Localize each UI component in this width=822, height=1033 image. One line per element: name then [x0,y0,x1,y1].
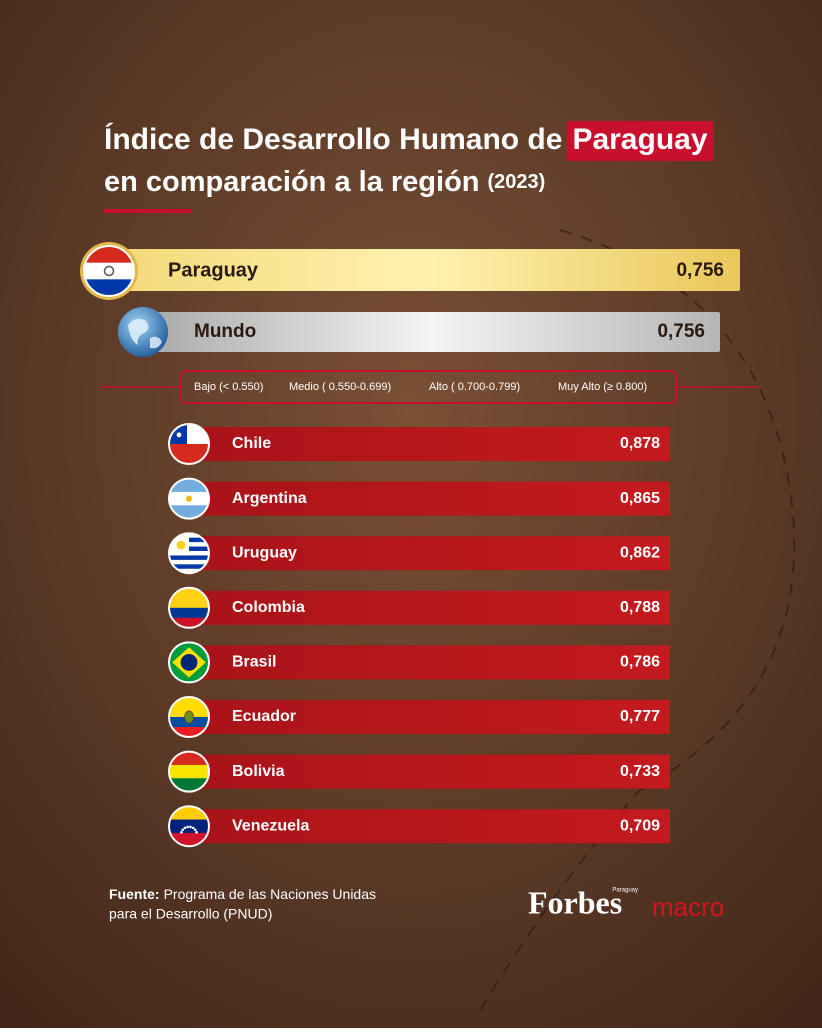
flag-border [168,750,210,793]
source-text: Programa de las Naciones Unidas [164,886,376,902]
flag [169,424,209,464]
flag-border [168,532,210,575]
flag-border [168,477,210,520]
row-value: 0,865 [620,490,660,507]
row-name: Colombia [232,599,305,616]
flag-stripe [169,617,209,628]
row-value: 0,862 [620,544,660,561]
row-value: 0,777 [620,708,660,725]
title-year: (2023) [488,171,546,193]
title-text: Índice de Desarrollo Humano de [104,122,562,156]
flag-star [183,826,187,830]
flag-border [168,696,210,738]
flag-emblem [103,265,115,277]
flag-stripe [169,587,209,609]
source: Fuente: Programa de las Naciones Unidas [109,886,376,902]
flag-star [176,432,182,438]
row-bar [185,590,670,625]
flag [169,642,209,683]
flag [169,587,209,628]
logo-macro: macro [652,892,724,922]
featured-name: Paraguay [168,259,259,281]
flag-stripe [169,564,209,570]
source-label: Fuente: [109,886,160,902]
highlight-box [566,121,714,161]
row-value: 0,733 [620,763,660,780]
logo-sub: Paraguay [612,888,638,894]
logo: Forbes [528,884,622,920]
flag-stripe [169,559,209,565]
row-name: Uruguay [232,544,297,561]
legend-item: Alto ( 0.700-0.799) [429,381,520,393]
title-underline [104,209,192,213]
row-bar [185,809,670,844]
flag-border [168,641,210,684]
row-bar [185,754,670,789]
globe-land [128,318,162,349]
flag-sun [186,495,192,502]
row-name: Bolivia [232,763,285,780]
row-name: Argentina [232,490,307,507]
row-name: Ecuador [232,708,296,725]
content: Índice de Desarrollo Humano de Paraguay en… [80,121,760,922]
title-highlight: Paraguay [572,123,707,156]
row-value: 0,878 [620,435,660,452]
flag-disc [180,654,198,671]
flag-star [193,828,197,832]
featured-bar [140,312,720,352]
title-text: en comparación a la región [104,166,480,198]
flag-stripe [169,607,209,619]
row-name: Chile [232,435,271,452]
row-bar [185,481,670,516]
row-name: Brasil [232,654,276,671]
row-value: 0,786 [620,654,660,671]
legend-item: Muy Alto (≥ 0.800) [558,381,647,393]
title-line: Índice de Desarrollo Humano de Paraguay [104,122,708,156]
flag-stripe [169,568,209,574]
flag-border [168,805,210,848]
flag-star [195,831,198,834]
flag-star [186,825,189,829]
flag-stripe [169,555,209,561]
flag-star [181,828,185,832]
row-name: Venezuela [232,817,309,834]
flag-star [180,831,183,834]
flag-star [191,826,195,830]
featured-bar [110,249,740,291]
row-value: 0,788 [620,599,660,616]
row-bar [185,536,670,571]
row-bar [185,427,670,461]
flag-border [83,245,135,297]
flag [169,697,209,737]
flag-stripe [169,764,209,779]
row-bar [185,700,670,734]
row-bar [185,645,670,680]
legend-box [180,370,677,404]
legend-item: Medio ( 0.550-0.699) [289,381,391,393]
flag-stripe [169,444,209,464]
featured-name: Mundo [194,321,256,342]
flag-stripe [169,819,209,834]
legend-item: Bajo (< 0.550) [194,381,263,393]
flag-emblem [184,710,194,724]
flag-sun [176,540,186,550]
flag-star [189,825,192,829]
flag-stripe [84,262,134,280]
flag-stripe [169,697,209,718]
source: para el Desarrollo (PNUD) [109,906,272,922]
featured-value: 0,756 [657,321,705,342]
flag-border [168,586,210,629]
row-value: 0,709 [620,817,660,834]
flag-border [168,423,210,465]
featured-value: 0,756 [676,260,724,281]
flag-stripe [169,727,209,737]
title-line: en comparación a la región (2023) [104,166,545,198]
